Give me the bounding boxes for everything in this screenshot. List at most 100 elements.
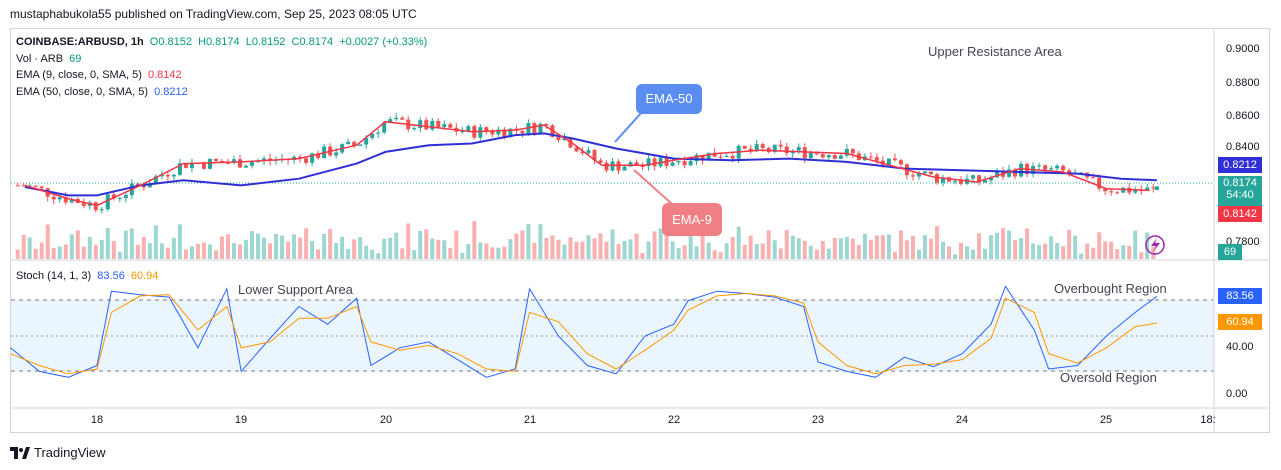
volume-bar xyxy=(484,243,489,259)
volume-bar xyxy=(983,248,988,259)
volume-bar xyxy=(1091,247,1096,259)
candle-body xyxy=(934,174,939,183)
volume-bar xyxy=(538,224,543,259)
volume-bar xyxy=(940,241,945,259)
time-tick-24: 24 xyxy=(955,414,969,426)
candle-body xyxy=(646,158,651,167)
candle-body xyxy=(244,165,249,168)
volume-bar xyxy=(1133,230,1138,259)
candle-body xyxy=(430,120,435,130)
candle-body xyxy=(1151,187,1156,189)
current-price-value: 0.8174 xyxy=(1223,177,1257,189)
volume-bar xyxy=(292,234,297,259)
volume-bar xyxy=(256,233,261,259)
candle-body xyxy=(502,129,507,138)
volume-bar xyxy=(141,237,146,259)
ema9-legend[interactable]: EMA (9, close, 0, SMA, 5) 0.8142 xyxy=(16,67,185,84)
volume-bar xyxy=(946,246,951,259)
volume-bar xyxy=(778,248,783,259)
volume-bar xyxy=(117,251,122,259)
volume-bar xyxy=(1037,245,1042,259)
candle-body xyxy=(532,123,537,134)
price-tick-0-8600: 0.8600 xyxy=(1226,110,1260,122)
candle-body xyxy=(388,119,393,123)
volume-bar xyxy=(514,233,519,259)
current-price-tag: 0.8174 54:40 xyxy=(1218,176,1262,206)
volume-bar xyxy=(1103,241,1108,259)
candle-body xyxy=(1055,165,1060,169)
volume-bar xyxy=(971,249,976,259)
volume-bar xyxy=(39,242,44,259)
tradingview-footer[interactable]: TradingView xyxy=(10,445,106,460)
candle-body xyxy=(910,175,915,177)
time-tick-18: 18 xyxy=(90,414,104,426)
candle-body xyxy=(231,159,236,163)
volume-bar xyxy=(1151,246,1156,259)
overbought-label: Overbought Region xyxy=(1054,281,1167,296)
volume-bar xyxy=(406,223,411,259)
volume-bar xyxy=(808,245,813,259)
volume-bar xyxy=(628,239,633,259)
candle-body xyxy=(772,144,777,152)
candle-body xyxy=(262,158,267,161)
candle-body xyxy=(147,183,152,188)
volume-bar xyxy=(177,224,182,259)
stoch-k-value: 83.56 xyxy=(97,270,125,282)
candle-body xyxy=(808,152,813,159)
last-candle-body xyxy=(1154,186,1159,191)
volume-bar xyxy=(129,228,134,259)
volume-bar xyxy=(760,243,765,259)
volume-bar xyxy=(298,237,303,259)
candle-body xyxy=(724,156,729,158)
volume-bar xyxy=(1079,253,1084,259)
candle-body xyxy=(940,177,945,183)
volume-bars xyxy=(15,221,1156,259)
ema50-label: EMA (50, close, 0, SMA, 5) xyxy=(16,86,149,98)
stoch-k-tag: 83.56 xyxy=(1218,288,1262,304)
volume-bar xyxy=(508,239,513,259)
volume-bar xyxy=(153,225,158,259)
volume-bar xyxy=(700,229,705,259)
candle-body xyxy=(93,202,98,211)
volume-bar xyxy=(334,243,339,259)
candle-body xyxy=(376,132,381,134)
volume-label: Vol · ARB xyxy=(16,53,64,65)
volume-bar xyxy=(652,231,657,259)
candle-body xyxy=(316,153,321,159)
candle-body xyxy=(682,161,687,166)
candle-body xyxy=(237,159,242,168)
volume-tag: 69 xyxy=(1218,244,1242,260)
volume-legend[interactable]: Vol · ARB 69 xyxy=(16,51,84,68)
volume-bar xyxy=(448,248,453,259)
candle-body xyxy=(1121,187,1126,193)
volume-bar xyxy=(880,235,885,259)
stoch-k-line xyxy=(10,285,1158,378)
volume-bar xyxy=(207,244,212,259)
volume-bar xyxy=(250,231,255,259)
volume-bar xyxy=(400,248,405,259)
candle-body xyxy=(760,144,765,148)
volume-bar xyxy=(81,246,86,259)
candle-body xyxy=(983,180,988,183)
volume-bar xyxy=(1001,228,1006,259)
volume-bar xyxy=(826,248,831,259)
open-value: O0.8152 xyxy=(149,36,192,48)
candle-body xyxy=(123,195,128,199)
candle-body xyxy=(15,185,20,187)
candle-body xyxy=(916,173,921,177)
volume-bar xyxy=(814,249,819,259)
volume-bar xyxy=(568,237,573,259)
symbol-label[interactable]: COINBASE:ARBUSD, 1h xyxy=(16,36,144,48)
lightning-icon xyxy=(1145,235,1165,255)
candle-body xyxy=(370,133,375,138)
candle-body xyxy=(225,162,230,164)
ema9-callout: EMA-9 xyxy=(662,203,722,236)
candle-body xyxy=(922,171,927,174)
stoch-legend[interactable]: Stoch (14, 1, 3) 83.56 60.94 xyxy=(16,268,161,285)
volume-bar xyxy=(977,233,982,259)
time-tick-next: 18: xyxy=(1200,414,1216,426)
ema50-legend[interactable]: EMA (50, close, 0, SMA, 5) 0.8212 xyxy=(16,84,191,101)
candle-body xyxy=(496,129,501,135)
volume-bar xyxy=(952,254,957,259)
